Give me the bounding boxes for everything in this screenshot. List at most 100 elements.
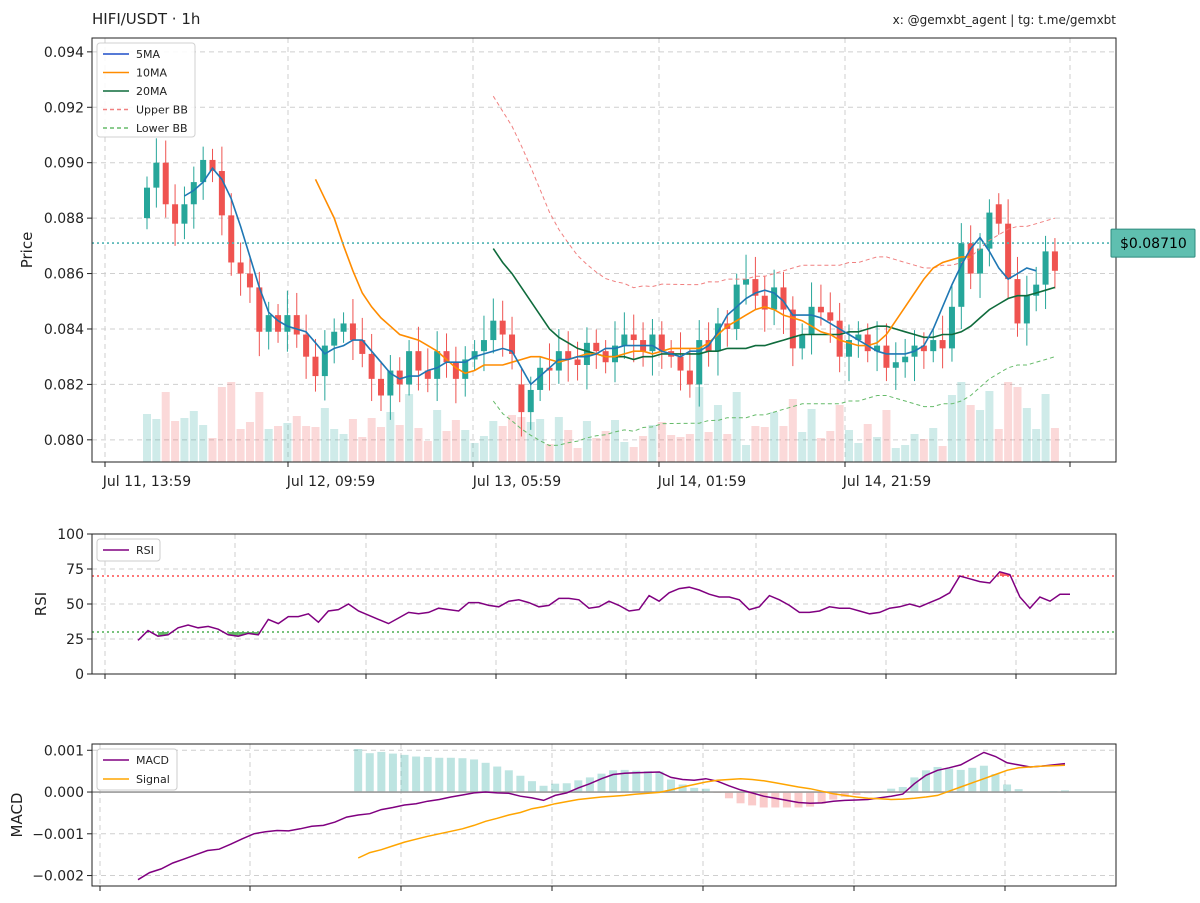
volume-bar (854, 443, 863, 462)
volume-bar (405, 394, 414, 462)
volume-bar (217, 387, 226, 462)
candle-body (228, 215, 235, 263)
candle-body (967, 243, 974, 274)
candle-body (424, 370, 431, 379)
macd-hist-bar (724, 792, 733, 799)
volume-bar (807, 409, 816, 462)
volume-bar (545, 444, 554, 462)
chart-title: HIFI/USDT · 1h (92, 10, 200, 28)
volume-bar (461, 430, 470, 462)
candle-body (958, 243, 965, 307)
macd-hist-bar (956, 769, 965, 793)
candle-body (902, 356, 909, 363)
volume-bar (845, 430, 853, 462)
price-ytick-label: 0.086 (44, 267, 84, 283)
volume-bar (489, 421, 498, 462)
candle-body (1023, 295, 1030, 324)
volume-bar (433, 410, 442, 462)
volume-bar (386, 412, 395, 462)
volume-bar (339, 434, 348, 462)
candle-body (172, 204, 179, 224)
volume-bar (742, 445, 751, 462)
volume-bar (713, 405, 722, 462)
candle-body (855, 334, 862, 341)
candle-body (415, 351, 422, 371)
candle-body (378, 378, 384, 396)
candle-body (265, 315, 272, 332)
macd-hist-bar (991, 774, 1000, 793)
volume-bar (788, 399, 797, 462)
volume-bar (863, 424, 872, 462)
macd-line (137, 751, 1066, 881)
candle-body (462, 359, 469, 379)
macd-hist-bar (945, 768, 954, 793)
candle-body (144, 187, 150, 219)
macd-hist-bar (1003, 784, 1012, 793)
macd-ytick-label: 0.000 (44, 785, 84, 801)
rsi-panel: 0 25 50 75 100 RSI RSI (32, 527, 1117, 683)
macd-hist-bar (748, 792, 757, 806)
volume-bar (770, 412, 779, 462)
volume-bar (1050, 428, 1059, 462)
candle-body (209, 159, 216, 172)
candle-body (555, 351, 562, 371)
price-ytick-label: 0.092 (44, 100, 84, 116)
volume-bar (835, 405, 844, 462)
macd-hist-bar (388, 753, 397, 793)
volume-bar (152, 419, 161, 462)
macd-hist-bar (400, 754, 409, 793)
candle-body (799, 334, 806, 349)
legend-entry: MACD (136, 754, 169, 767)
macd-hist-bar (829, 792, 838, 800)
macd-hist-bar (678, 784, 687, 793)
volume-bar (798, 432, 807, 462)
candle-body (537, 367, 544, 390)
macd-hist-bar (446, 757, 455, 793)
candle-body (658, 334, 665, 352)
candle-body (509, 334, 516, 354)
macd-hist-bar (643, 771, 652, 793)
volume-bar (171, 421, 180, 462)
candle-body (677, 356, 684, 371)
volume-bar (470, 443, 479, 462)
candle-body (546, 367, 553, 371)
volume-bar (620, 442, 629, 462)
volume-bar (161, 392, 170, 462)
volume-bar (292, 416, 301, 462)
current-price-label: $0.08710 (1120, 236, 1187, 252)
legend-entry: RSI (136, 544, 154, 557)
volume-bar (367, 418, 376, 462)
candle-body (406, 351, 413, 385)
macd-hist-bar (759, 792, 768, 808)
candle-body (771, 287, 778, 310)
legend-entry: Lower BB (136, 122, 188, 135)
macd-hist-bar (701, 788, 710, 793)
volume-bar (1022, 408, 1031, 462)
upper-bb-line (492, 95, 1056, 289)
candle-body (452, 362, 459, 379)
candle-body (630, 334, 637, 341)
volume-bar (695, 387, 704, 462)
candle-body (303, 334, 310, 357)
macd-hist-bar (690, 787, 699, 793)
price-ytick-label: 0.082 (44, 377, 84, 393)
rsi-ytick-label: 25 (66, 632, 84, 648)
volume-bar (311, 427, 320, 462)
volume-bar (274, 426, 283, 462)
candle-body (190, 182, 197, 205)
macd-hist-bar (516, 775, 525, 793)
volume-bar (611, 420, 619, 462)
price-ytick-label: 0.088 (44, 211, 84, 227)
candle-body (948, 306, 955, 349)
macd-hist-bar (1061, 790, 1069, 793)
candle-body (340, 323, 347, 332)
price-legend: 5MA 10MA 20MA Upper BB Lower BB (96, 42, 196, 138)
volume-bar (320, 408, 329, 462)
volume-bar (919, 439, 928, 462)
candle-body (181, 204, 188, 224)
macd-hist-bar (354, 749, 363, 793)
volume-bar (910, 434, 919, 462)
rsi-line (137, 570, 1070, 641)
candle-body (874, 345, 881, 352)
